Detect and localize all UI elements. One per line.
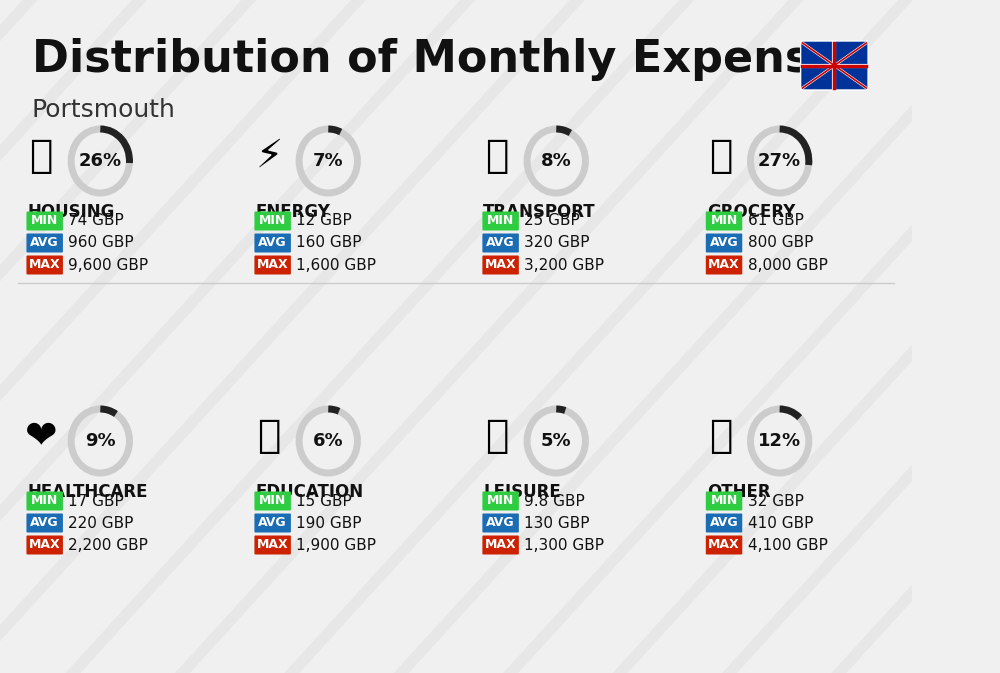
Text: Distribution of Monthly Expenses: Distribution of Monthly Expenses <box>32 38 868 81</box>
Text: GROCERY: GROCERY <box>707 203 795 221</box>
Text: MIN: MIN <box>710 495 738 507</box>
FancyBboxPatch shape <box>482 513 519 532</box>
Text: MIN: MIN <box>31 495 58 507</box>
Text: 2,200 GBP: 2,200 GBP <box>68 538 148 553</box>
Text: 1,900 GBP: 1,900 GBP <box>296 538 376 553</box>
FancyBboxPatch shape <box>26 256 63 275</box>
Text: Portsmouth: Portsmouth <box>32 98 176 122</box>
Text: 17 GBP: 17 GBP <box>68 493 124 509</box>
FancyBboxPatch shape <box>26 513 63 532</box>
Text: MAX: MAX <box>708 538 740 551</box>
FancyBboxPatch shape <box>26 536 63 555</box>
Text: 👜: 👜 <box>709 417 732 455</box>
Text: 3,200 GBP: 3,200 GBP <box>524 258 604 273</box>
Text: 320 GBP: 320 GBP <box>524 236 590 250</box>
Text: LEISURE: LEISURE <box>483 483 561 501</box>
Text: 9.8 GBP: 9.8 GBP <box>524 493 585 509</box>
Text: 5%: 5% <box>541 432 572 450</box>
Text: AVG: AVG <box>486 236 515 250</box>
FancyBboxPatch shape <box>482 256 519 275</box>
Text: 8,000 GBP: 8,000 GBP <box>748 258 828 273</box>
Text: ENERGY: ENERGY <box>255 203 330 221</box>
Text: AVG: AVG <box>486 516 515 530</box>
FancyBboxPatch shape <box>706 256 742 275</box>
Text: 🛍: 🛍 <box>485 417 509 455</box>
Text: MAX: MAX <box>257 538 288 551</box>
Text: 9,600 GBP: 9,600 GBP <box>68 258 149 273</box>
Text: 800 GBP: 800 GBP <box>748 236 813 250</box>
Text: 160 GBP: 160 GBP <box>296 236 362 250</box>
Text: 25 GBP: 25 GBP <box>524 213 580 229</box>
Text: 26%: 26% <box>79 152 122 170</box>
FancyBboxPatch shape <box>706 513 742 532</box>
FancyBboxPatch shape <box>706 211 742 230</box>
Text: 12 GBP: 12 GBP <box>296 213 352 229</box>
Text: MAX: MAX <box>29 538 60 551</box>
FancyBboxPatch shape <box>482 211 519 230</box>
FancyBboxPatch shape <box>482 536 519 555</box>
Text: 1,300 GBP: 1,300 GBP <box>524 538 604 553</box>
FancyBboxPatch shape <box>254 536 291 555</box>
Text: 130 GBP: 130 GBP <box>524 516 590 530</box>
Text: AVG: AVG <box>258 236 287 250</box>
Text: 74 GBP: 74 GBP <box>68 213 124 229</box>
Text: 61 GBP: 61 GBP <box>748 213 804 229</box>
Text: 🛒: 🛒 <box>709 137 732 175</box>
FancyBboxPatch shape <box>482 234 519 252</box>
FancyBboxPatch shape <box>254 211 291 230</box>
Text: MIN: MIN <box>710 215 738 227</box>
Text: OTHER: OTHER <box>707 483 770 501</box>
Text: HEALTHCARE: HEALTHCARE <box>27 483 148 501</box>
Text: 8%: 8% <box>541 152 572 170</box>
Text: AVG: AVG <box>30 516 59 530</box>
Text: 9%: 9% <box>85 432 116 450</box>
Text: MAX: MAX <box>257 258 288 271</box>
Text: MIN: MIN <box>259 495 286 507</box>
FancyBboxPatch shape <box>706 536 742 555</box>
Text: 960 GBP: 960 GBP <box>68 236 134 250</box>
Text: 4,100 GBP: 4,100 GBP <box>748 538 828 553</box>
FancyBboxPatch shape <box>254 491 291 511</box>
Text: 🎓: 🎓 <box>257 417 281 455</box>
FancyBboxPatch shape <box>26 491 63 511</box>
Text: HOUSING: HOUSING <box>27 203 115 221</box>
FancyBboxPatch shape <box>706 491 742 511</box>
FancyBboxPatch shape <box>254 513 291 532</box>
FancyBboxPatch shape <box>482 491 519 511</box>
Text: AVG: AVG <box>30 236 59 250</box>
Text: 7%: 7% <box>313 152 344 170</box>
Text: AVG: AVG <box>710 236 738 250</box>
Text: ❤: ❤ <box>25 417 57 455</box>
Text: 6%: 6% <box>313 432 344 450</box>
Text: AVG: AVG <box>710 516 738 530</box>
Text: MIN: MIN <box>487 495 514 507</box>
Text: 🏗: 🏗 <box>29 137 53 175</box>
Text: 15 GBP: 15 GBP <box>296 493 352 509</box>
Text: MAX: MAX <box>485 258 516 271</box>
Text: EDUCATION: EDUCATION <box>255 483 363 501</box>
FancyBboxPatch shape <box>26 211 63 230</box>
Text: MIN: MIN <box>487 215 514 227</box>
Text: MAX: MAX <box>485 538 516 551</box>
Text: 🚌: 🚌 <box>485 137 509 175</box>
Text: MAX: MAX <box>708 258 740 271</box>
Text: AVG: AVG <box>258 516 287 530</box>
Text: MIN: MIN <box>259 215 286 227</box>
Text: TRANSPORT: TRANSPORT <box>483 203 596 221</box>
Text: MIN: MIN <box>31 215 58 227</box>
Text: 410 GBP: 410 GBP <box>748 516 813 530</box>
Text: 32 GBP: 32 GBP <box>748 493 804 509</box>
FancyBboxPatch shape <box>26 234 63 252</box>
Text: MAX: MAX <box>29 258 60 271</box>
Text: 12%: 12% <box>758 432 801 450</box>
FancyBboxPatch shape <box>254 256 291 275</box>
FancyBboxPatch shape <box>801 41 868 90</box>
Text: 190 GBP: 190 GBP <box>296 516 362 530</box>
Text: 1,600 GBP: 1,600 GBP <box>296 258 376 273</box>
FancyBboxPatch shape <box>706 234 742 252</box>
FancyBboxPatch shape <box>254 234 291 252</box>
Text: ⚡: ⚡ <box>255 137 283 175</box>
Text: 27%: 27% <box>758 152 801 170</box>
Text: 220 GBP: 220 GBP <box>68 516 134 530</box>
